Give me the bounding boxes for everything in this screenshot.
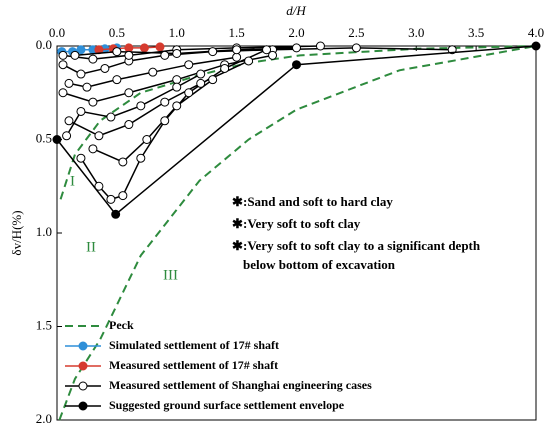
y-tick-label: 0.5 [36, 130, 52, 145]
data-point [94, 181, 104, 191]
series-line [62, 45, 453, 201]
legend-marker [78, 361, 88, 371]
data-point [160, 116, 170, 126]
data-point [52, 135, 62, 144]
data-point [196, 69, 206, 79]
x-tick-label: 2.5 [348, 25, 364, 40]
legend-label: Simulated settlement of 17# shaft [109, 338, 279, 352]
data-point [139, 43, 149, 53]
data-point [232, 45, 242, 55]
data-point [136, 153, 146, 163]
data-point [531, 41, 541, 51]
x-tick-label: 3.5 [468, 25, 484, 40]
data-point [112, 47, 122, 57]
data-point [142, 135, 152, 144]
data-point [160, 97, 170, 107]
data-point [106, 194, 116, 204]
legend-label: Measured settlement of Shanghai engineer… [109, 378, 372, 392]
data-point [232, 52, 242, 62]
data-point [155, 42, 165, 52]
legend-label: Peck [109, 318, 134, 332]
data-point [76, 153, 86, 163]
y-tick-label: 2.0 [36, 411, 52, 426]
data-point [124, 50, 134, 60]
data-point [112, 75, 122, 85]
data-point [184, 60, 194, 70]
annotation-symbol: ✱ [232, 194, 243, 209]
data-point [292, 43, 301, 53]
data-point [268, 50, 278, 60]
data-point [88, 144, 98, 154]
data-point [58, 50, 68, 60]
y-axis-label: δv/H(%) [9, 210, 24, 255]
data-point [70, 50, 80, 60]
legend-marker [78, 381, 88, 391]
x-tick-label: 1.0 [169, 25, 185, 40]
x-tick-label: 0.5 [109, 25, 125, 40]
x-tick-label: 1.5 [229, 25, 245, 40]
y-tick-label: 1.0 [36, 224, 52, 239]
data-point [244, 56, 254, 66]
data-point [172, 48, 182, 58]
data-point [172, 75, 182, 85]
data-point [124, 43, 134, 53]
data-point [220, 63, 230, 73]
zone-label: III [163, 267, 178, 283]
data-point [76, 69, 86, 79]
zone-label: II [86, 239, 96, 255]
data-point [208, 47, 218, 57]
data-point [106, 112, 116, 122]
annotation: :Sand and soft to hard clay [243, 194, 393, 209]
y-tick-label: 0.0 [36, 37, 52, 52]
data-point [82, 82, 92, 92]
data-point [172, 82, 182, 92]
x-tick-label: 0.0 [49, 25, 65, 40]
data-point [196, 78, 206, 88]
legend-marker [78, 401, 88, 411]
legend-marker [78, 341, 88, 351]
data-point [315, 41, 325, 51]
x-tick-label: 3.0 [408, 25, 424, 40]
x-axis-label: d/H [286, 3, 306, 18]
data-point [118, 157, 128, 167]
data-point [76, 45, 86, 55]
annotation: below bottom of excavation [243, 257, 396, 272]
data-point [58, 88, 68, 98]
data-point [62, 131, 72, 141]
data-point [118, 191, 128, 201]
data-point [160, 50, 170, 60]
data-point [76, 106, 86, 116]
data-point [124, 120, 134, 130]
data-point [64, 78, 74, 88]
series-line [56, 45, 537, 216]
legend-label: Suggested ground surface settlement enve… [109, 398, 345, 412]
x-tick-label: 2.0 [288, 25, 304, 40]
x-tick-label: 4.0 [528, 25, 544, 40]
y-tick-label: 1.5 [36, 317, 52, 332]
data-point [88, 54, 98, 64]
data-point [172, 101, 182, 111]
data-point [64, 116, 74, 126]
data-point [208, 75, 218, 85]
annotation-symbol: ✱ [232, 238, 243, 253]
data-point [351, 43, 361, 53]
data-point [124, 88, 134, 98]
data-point [184, 88, 194, 98]
data-point [88, 97, 98, 107]
data-point [136, 101, 146, 111]
annotation: :Very soft to soft clay to a significant… [243, 238, 481, 253]
data-point [262, 45, 272, 55]
data-point [148, 67, 158, 77]
data-point [58, 60, 68, 70]
annotation: :Very soft to soft clay [243, 216, 361, 231]
data-point [100, 63, 110, 73]
zone-label: I [70, 173, 75, 189]
data-point [94, 131, 104, 141]
legend-label: Measured settlement of 17# shaft [109, 358, 278, 372]
annotation-symbol: ✱ [232, 216, 243, 231]
data-point [111, 209, 121, 219]
data-point [292, 60, 301, 70]
